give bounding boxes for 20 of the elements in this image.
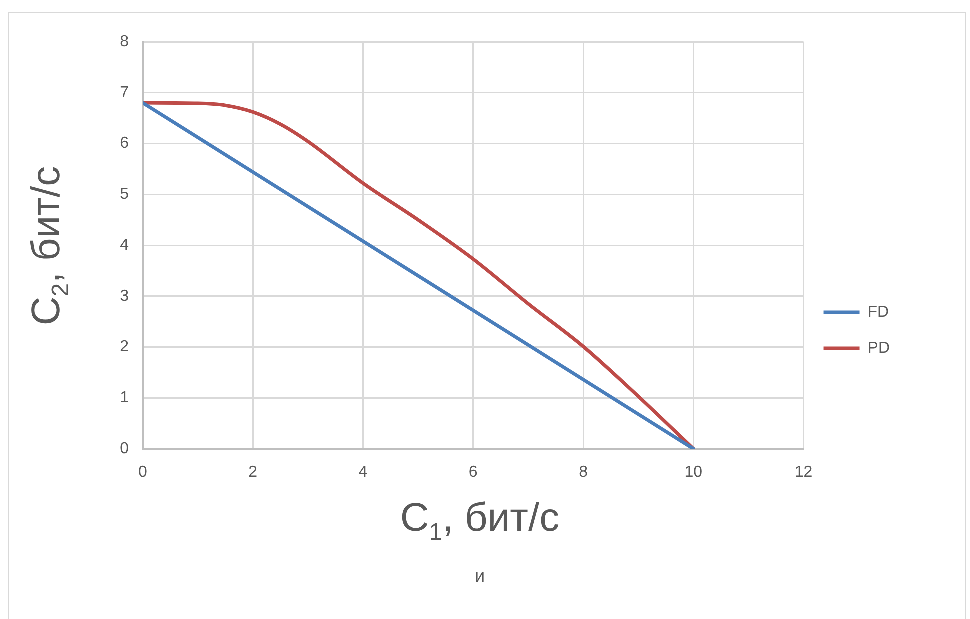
y-tick-label: 0	[120, 440, 130, 458]
text: и	[474, 566, 486, 587]
y-tick-label: 1	[120, 390, 130, 407]
x-tick-label: 6	[468, 464, 478, 482]
x-tick-label: 4	[358, 464, 368, 482]
legend-label: PD	[868, 340, 890, 357]
x-tick-label: 2	[248, 464, 258, 482]
x-axis-title: C$_{1}$, бит/с	[400, 496, 560, 547]
y-tick-label: 5	[120, 186, 130, 204]
y-tick-label: 3	[120, 288, 130, 305]
y-tick-label: 8	[120, 33, 130, 50]
legend-label: FD	[868, 304, 890, 321]
y-tick-label: 7	[120, 84, 130, 102]
x-tick-label: 10	[684, 464, 703, 482]
x-tick-label: 0	[138, 464, 148, 482]
y-tick-label: 2	[120, 338, 130, 356]
x-tick-label: 12	[794, 464, 813, 482]
y-tick-label: 4	[120, 236, 130, 254]
y-tick-label: 6	[120, 135, 130, 152]
x-tick-label: 8	[579, 464, 588, 482]
